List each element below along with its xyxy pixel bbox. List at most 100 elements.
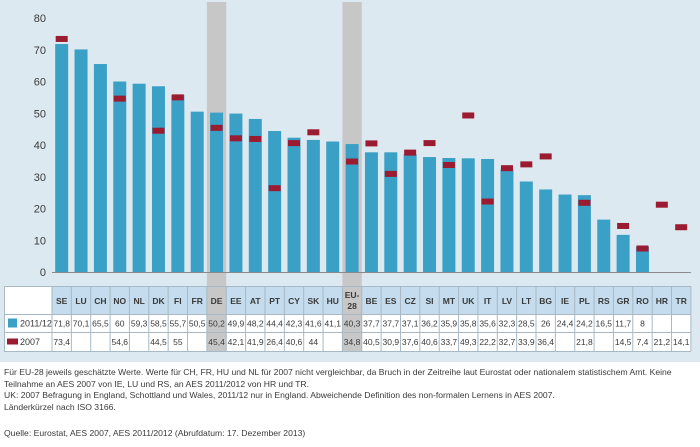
data-label: 55: [173, 337, 183, 347]
category-label: DK: [152, 296, 165, 306]
data-label: 34,8: [344, 337, 361, 347]
category-label: CZ: [404, 296, 415, 306]
table-header-cell: [439, 286, 459, 314]
data-label: 32,3: [499, 319, 516, 329]
bar: [93, 64, 107, 272]
data-label: 32,7: [499, 337, 516, 347]
data-label: 44,4: [266, 319, 283, 329]
bar: [519, 181, 533, 272]
data-label: 48,2: [247, 319, 264, 329]
category-label: CY: [288, 296, 300, 306]
category-label: FR: [192, 296, 203, 306]
table-header-cell: [574, 286, 595, 314]
marker-2007: [500, 165, 513, 172]
category-label: AT: [250, 296, 262, 306]
marker-2007: [423, 140, 436, 147]
legend-label: 2011/12: [20, 319, 52, 329]
marker-2007: [365, 140, 378, 147]
y-tick-label: 20: [34, 204, 46, 216]
data-label: 49,9: [228, 319, 245, 329]
data-label: 33,7: [441, 337, 458, 347]
bar: [74, 49, 88, 273]
category-label: NL: [133, 296, 144, 306]
category-label: EE: [230, 296, 242, 306]
data-label: 21,2: [654, 337, 671, 347]
data-label: 26: [541, 319, 551, 329]
category-label: SI: [426, 296, 434, 306]
table-header-cell: [110, 286, 130, 314]
category-label: FI: [174, 296, 182, 306]
table-header-cell: [536, 286, 556, 314]
data-label: 8: [640, 319, 645, 329]
marker-2007: [152, 127, 165, 134]
bar: [306, 139, 320, 272]
data-label: 40,6: [286, 337, 303, 347]
table-header-cell: [594, 286, 614, 314]
table-header-cell: [284, 286, 304, 314]
marker-2007: [268, 185, 281, 192]
data-label: 49,3: [460, 337, 477, 347]
table-header-cell: [381, 286, 401, 314]
bar: [616, 234, 630, 272]
data-label: 35,6: [479, 319, 496, 329]
bar: [287, 137, 301, 272]
category-label: UK: [462, 296, 475, 306]
table-header-cell: [555, 286, 575, 314]
y-tick-label: 40: [34, 140, 46, 152]
table-header-cell: [52, 286, 72, 314]
y-tick-label: 70: [34, 45, 46, 57]
category-label: CH: [94, 296, 106, 306]
bar: [326, 141, 340, 272]
table-header-cell: [671, 286, 691, 314]
bar: [248, 118, 262, 272]
category-label: LU: [75, 296, 86, 306]
table-header-cell: [613, 286, 633, 314]
category-label: NO: [113, 296, 126, 306]
data-label: 30,9: [383, 337, 400, 347]
data-label: 26,4: [266, 337, 283, 347]
data-label: 14,5: [615, 337, 632, 347]
category-label: RO: [636, 296, 649, 306]
marker-2007: [675, 224, 688, 231]
marker-2007: [655, 201, 668, 208]
data-label: 24,2: [576, 319, 593, 329]
category-label: SK: [307, 296, 320, 306]
data-table: SE LU CH NO NL DK FI FR DE EE AT PT CY SK HU EU-28 BE ES C…: [4, 286, 692, 352]
bar: [55, 44, 69, 272]
footnote-line: Für EU-28 jeweils geschätzte Werte. Wert…: [4, 367, 672, 377]
data-label: 14,1: [673, 337, 690, 347]
marker-2007: [636, 245, 649, 252]
data-label: 42,1: [228, 337, 245, 347]
marker-2007: [617, 222, 630, 229]
data-label: 22,2: [479, 337, 496, 347]
table-header-cell: [323, 286, 343, 314]
marker-2007: [346, 158, 359, 165]
bar: [151, 86, 165, 272]
marker-2007: [288, 140, 300, 147]
table-header-cell: [516, 286, 536, 314]
category-label: LT: [521, 296, 532, 306]
data-label: 45,4: [208, 337, 225, 347]
table-header-cell: [90, 286, 111, 314]
table-header-cell: [458, 286, 478, 314]
data-label: 36,2: [421, 319, 438, 329]
table-header-cell: [361, 286, 382, 314]
data-label: 41,9: [247, 337, 264, 347]
footnotes: Für EU-28 jeweils geschätzte Werte. Wert…: [4, 367, 696, 413]
category-label: HR: [656, 296, 668, 306]
category-label: SE: [56, 296, 68, 306]
data-label: 44: [309, 337, 319, 347]
data-label: 42,3: [286, 319, 303, 329]
footnote-line: UK: 2007 Befragung in England, Schottlan…: [4, 390, 555, 401]
data-label: 41,1: [324, 319, 341, 329]
table-header-cell: [303, 286, 324, 314]
data-label: 40,3: [344, 319, 361, 329]
y-tick-label: 30: [34, 172, 46, 184]
data-label: 70,1: [73, 319, 90, 329]
category-label: DE: [211, 296, 223, 306]
table-header-cell: [497, 286, 517, 314]
data-label: 37,1: [402, 319, 419, 329]
table-header-cell: [226, 286, 246, 314]
category-label: 28: [347, 301, 357, 311]
